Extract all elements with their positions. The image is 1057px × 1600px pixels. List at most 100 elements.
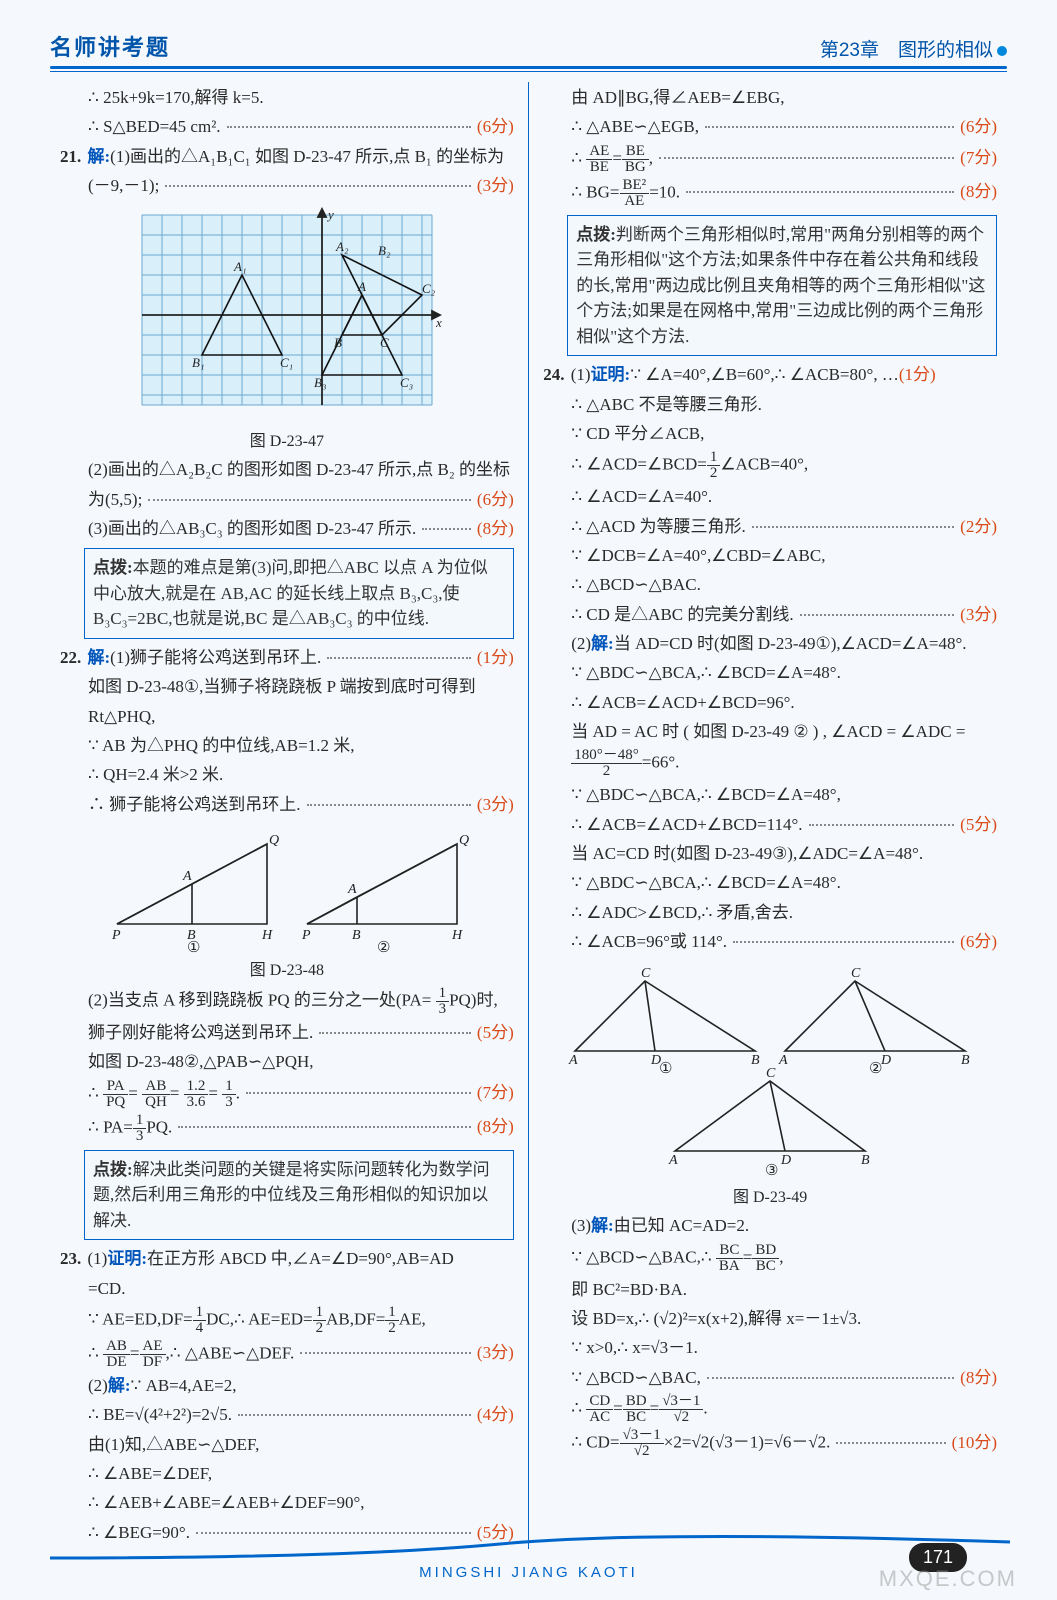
svg-text:B: B	[861, 1153, 870, 1168]
text-line: ∵ △BDC∽△BCA,∴ ∠BCD=∠A=48°.	[543, 660, 997, 686]
text-line: 如图 D-23-48②,△PAB∽△PQH,	[60, 1049, 514, 1075]
figure-caption: 图 D-23-49	[543, 1183, 997, 1207]
hint-box: 点拨:判断两个三角形相似时,常用"两角分别相等的两个三角形相似"这个方法;如果条…	[567, 215, 997, 357]
q21-line: 21. 解:(1)画出的△A₁B₁C₁ 如图 D-23-47 所示,点 B₁ 的…	[60, 144, 514, 170]
svg-text:C: C	[766, 1066, 776, 1081]
text-line: ∴ BE=√(4²+2²)=2√5.(4分)	[60, 1402, 514, 1428]
q23-line: 23. (1)证明:在正方形 ABCD 中,∠A=∠D=90°,AB=AD	[60, 1246, 514, 1272]
svg-text:x: x	[435, 315, 442, 330]
text-line: ∴ ABDE=AEDF,∴ △ABE∽△DEF.(3分)	[60, 1339, 514, 1370]
svg-text:A: A	[668, 1153, 678, 1168]
svg-text:H: H	[261, 928, 273, 943]
text-line: ∴ BG=BE²AE=10.(8分)	[543, 178, 997, 209]
svg-text:P: P	[301, 928, 311, 943]
svg-text:A: A	[357, 279, 366, 294]
svg-text:A₂: A₂	[335, 239, 349, 254]
text-line: ∴ △ABC 不是等腰三角形.	[543, 392, 997, 418]
box-text: 解决此类问题的关键是将实际问题转化为数学问题,然后利用三角形的中位线及三角形相似…	[93, 1160, 490, 1230]
text-line: ∴ ∠ADC>∠BCD,∴ 矛盾,舍去.	[543, 900, 997, 926]
text-line: ∵ AE=ED,DF=14DC,∴ AE=ED=12AB,DF=12AE,	[60, 1305, 514, 1336]
svg-text:C₃: C₃	[400, 375, 413, 390]
text-line: 当 AD = AC 时 ( 如图 D-23-49 ② ) , ∠ACD = ∠A…	[543, 719, 997, 745]
text-line: ∵ △BDC∽△BCA,∴ ∠BCD=∠A=48°,	[543, 782, 997, 808]
text-line: ∴ 25k+9k=170,解得 k=5.	[60, 85, 514, 111]
figure-caption: 图 D-23-47	[60, 427, 514, 451]
svg-text:B₂: B₂	[378, 243, 391, 258]
text-line: 如图 D-23-48①,当狮子将跷跷板 P 端按到底时可得到	[60, 674, 514, 700]
text-line: ∴ ∠ACD=∠A=40°.	[543, 484, 997, 510]
left-column: ∴ 25k+9k=170,解得 k=5. ∴ S△BED=45 cm².(6分)…	[50, 82, 524, 1549]
text-line: ∴ ∠ACB=∠ACD+∠BCD=96°.	[543, 690, 997, 716]
figure-caption: 图 D-23-48	[60, 956, 514, 980]
text-line: 为(5,5);(6分)	[60, 487, 514, 513]
text-line: Rt△PHQ,	[60, 704, 514, 730]
svg-text:D: D	[780, 1153, 791, 1168]
text-line: (2)画出的△A₂B₂C 的图形如图 D-23-47 所示,点 B₂ 的坐标	[60, 457, 514, 483]
text-line: ∴ 狮子能将公鸡送到吊环上.(3分)	[60, 792, 514, 818]
hint-box: 点拨:本题的难点是第(3)问,即把△ABC 以点 A 为位似中心放大,就是在 A…	[84, 548, 514, 639]
text-line: (－9,－1);(3分)	[60, 173, 514, 199]
text-line: 即 BC²=BD·BA.	[543, 1277, 997, 1303]
text-line: 180°－48°2=66°.	[543, 748, 997, 779]
svg-text:②: ②	[869, 1061, 882, 1077]
text-line: =CD.	[60, 1276, 514, 1302]
text-line: (3)画出的△AB₃C₃ 的图形如图 D-23-47 所示.(8分)	[60, 516, 514, 542]
svg-text:H: H	[451, 928, 463, 943]
svg-text:A: A	[568, 1053, 578, 1068]
box-text: 判断两个三角形相似时,常用"两角分别相等的两个三角形相似"这个方法;如果条件中存…	[576, 225, 985, 346]
svg-text:②: ②	[377, 940, 390, 954]
header-rule-thin	[50, 71, 1007, 72]
text-line: (2)当支点 A 移到跷跷板 PQ 的三分之一处(PA= 13PQ)时,	[60, 986, 514, 1017]
q22-line: 22. 解:(1)狮子能将公鸡送到吊环上.(1分)	[60, 645, 514, 671]
svg-text:C₁: C₁	[280, 355, 293, 370]
text-line: ∴ CD 是△ABC 的完美分割线.(3分)	[543, 602, 997, 628]
text-line: 由 AD∥BG,得∠AEB=∠EBG,	[543, 85, 997, 111]
content-columns: ∴ 25k+9k=170,解得 k=5. ∴ S△BED=45 cm².(6分)…	[50, 82, 1007, 1549]
header-right: 第23章 图形的相似	[820, 35, 1007, 62]
page-header: 名师讲考题 第23章 图形的相似	[50, 30, 1007, 62]
svg-text:P: P	[111, 928, 121, 943]
svg-text:B₃: B₃	[314, 375, 326, 390]
svg-text:A: A	[778, 1053, 788, 1068]
svg-text:A: A	[347, 882, 357, 897]
svg-text:B: B	[352, 928, 361, 943]
svg-text:C₂: C₂	[422, 281, 436, 296]
text-line: ∴ S△BED=45 cm².(6分)	[60, 114, 514, 140]
svg-text:C: C	[380, 335, 389, 350]
text-line: ∴ ∠ABE=∠DEF,	[60, 1461, 514, 1487]
text-line: (2)解:当 AD=CD 时(如图 D-23-49①),∠ACD=∠A=48°.	[543, 631, 997, 657]
text-line: 当 AC=CD 时(如图 D-23-49③),∠ADC=∠A=48°.	[543, 841, 997, 867]
svg-text:C: C	[851, 966, 861, 981]
text-line: ∴ CDAC=BDBC=√3－1√2.	[543, 1394, 997, 1425]
text-line: ∴ △ABE∽△EGB,(6分)	[543, 114, 997, 140]
text-line: ∴ ∠ACB=96°或 114°.(6分)	[543, 929, 997, 955]
right-column: 由 AD∥BG,得∠AEB=∠EBG, ∴ △ABE∽△EGB,(6分) ∴ A…	[533, 82, 1007, 1549]
svg-text:y: y	[326, 207, 334, 222]
header-left: 名师讲考题	[50, 30, 170, 62]
watermark: MXQE.COM	[879, 1566, 1017, 1592]
text-line: ∴ PAPQ= ABQH= 1.23.6= 13. (7分)	[60, 1079, 514, 1110]
hint-box: 点拨:解决此类问题的关键是将实际问题转化为数学问题,然后利用三角形的中位线及三角…	[84, 1150, 514, 1241]
column-divider	[528, 82, 529, 1549]
text-line: ∵ CD 平分∠ACB,	[543, 421, 997, 447]
text-line: ∴ ∠ACD=∠BCD=12∠ACB=40°,	[543, 450, 997, 481]
svg-text:A₁: A₁	[233, 259, 246, 274]
box-text: 本题的难点是第(3)问,即把△ABC 以点 A 为位似中心放大,就是在 AB,A…	[93, 558, 488, 628]
text-line: ∵ AB 为△PHQ 的中位线,AB=1.2 米,	[60, 733, 514, 759]
text-line: ∴ AEBE=BEBG,(7分)	[543, 144, 997, 175]
svg-text:①: ①	[187, 940, 200, 954]
text-line: ∵ △BCD∽△BAC,(8分)	[543, 1365, 997, 1391]
text-line: 狮子刚好能将公鸡送到吊环上.(5分)	[60, 1020, 514, 1046]
text-line: ∵ △BDC∽△BCA,∴ ∠BCD=∠A=48°.	[543, 870, 997, 896]
svg-text:B: B	[334, 335, 342, 350]
text-line: ∴ △ACD 为等腰三角形.(2分)	[543, 514, 997, 540]
svg-text:B: B	[751, 1053, 760, 1068]
svg-text:①: ①	[659, 1061, 672, 1077]
footer-pinyin: MINGSHI JIANG KAOTI	[419, 1564, 638, 1581]
svg-text:③: ③	[765, 1163, 778, 1179]
svg-text:B₁: B₁	[192, 355, 204, 370]
text-line: ∵ x>0,∴ x=√3－1.	[543, 1335, 997, 1361]
svg-text:C: C	[641, 966, 651, 981]
svg-text:A: A	[182, 869, 192, 884]
text-line: ∴ QH=2.4 米>2 米.	[60, 762, 514, 788]
